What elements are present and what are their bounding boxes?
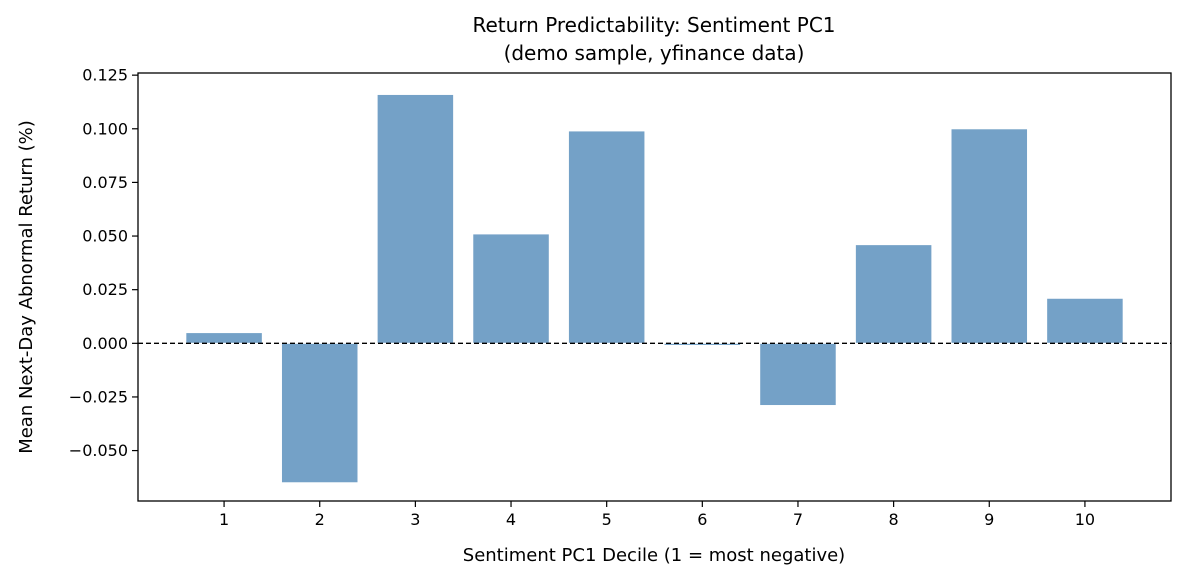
bar-decile-10: [1046, 297, 1124, 344]
y-tick-label: −0.025: [69, 387, 128, 406]
x-tick-label: 10: [1075, 510, 1095, 529]
bar-decile-4: [472, 233, 550, 344]
x-tick-label: 3: [410, 510, 420, 529]
x-tick-label: 1: [219, 510, 229, 529]
bar-decile-1: [185, 332, 263, 344]
x-tick-label: 6: [697, 510, 707, 529]
bar-decile-2: [280, 342, 359, 484]
x-tick-label: 4: [506, 510, 516, 529]
chart-title-line-2: (demo sample, yfinance data): [504, 41, 805, 65]
bar-decile-5: [567, 130, 646, 344]
y-tick-label: −0.050: [69, 441, 128, 460]
bar-decile-8: [854, 244, 933, 344]
y-axis-label: Mean Next-Day Abnormal Return (%): [16, 120, 37, 454]
bar-decile-7: [759, 342, 837, 407]
bar-decile-9: [950, 128, 1029, 344]
y-tick-label: 0.025: [82, 280, 128, 299]
x-axis-label: Sentiment PC1 Decile (1 = most negative): [463, 545, 845, 566]
y-tick-label: 0.075: [82, 173, 128, 192]
x-tick-label: 2: [315, 510, 325, 529]
x-tick-label: 9: [984, 510, 994, 529]
plot-area: −0.050 −0.025 0.000 0.025 0.050 0.075 0.100 0.1…: [69, 66, 1172, 529]
x-tick-label: 7: [793, 510, 803, 529]
axes-frame: [137, 72, 1172, 502]
y-tick-label: 0.000: [82, 334, 128, 353]
x-tick-label: 8: [889, 510, 899, 529]
y-tick-label: 0.050: [82, 227, 128, 246]
x-tick-label: 5: [602, 510, 612, 529]
chart-title-line-1: Return Predictability: Sentiment PC1: [472, 13, 835, 37]
y-tick-label: 0.100: [82, 119, 128, 138]
bar-decile-3: [376, 93, 455, 344]
y-tick-label: 0.125: [82, 66, 128, 85]
